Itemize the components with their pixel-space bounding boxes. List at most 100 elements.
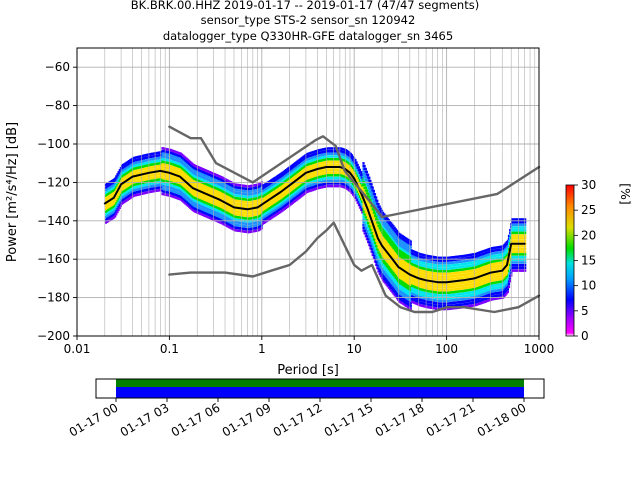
density-cell [137,193,140,196]
density-cell [394,230,397,234]
density-cell [371,210,374,214]
density-cell [189,166,192,169]
density-cell [291,198,295,202]
density-cell [394,228,397,231]
density-cell [287,172,290,175]
density-cell [125,161,128,164]
density-cell [413,250,416,253]
density-cell [253,184,256,187]
density-cell [176,154,179,157]
density-cell [214,176,217,179]
density-cell [171,152,174,155]
density-cell [388,279,392,283]
density-cell [405,269,408,273]
density-cell [400,280,403,283]
density-cell [405,250,408,254]
density-cell [310,173,313,176]
density-cell [384,233,387,236]
density-cell [367,221,370,225]
density-cell [148,153,151,156]
density-cell [230,227,233,230]
density-cell [238,229,241,233]
density-cell [112,186,116,189]
density-cell [133,159,136,162]
density-cell [320,170,323,173]
density-cell [371,226,374,230]
density-cell [289,178,292,182]
density-cell [200,210,203,213]
density-cell [283,204,286,208]
density-cell [388,277,392,280]
density-cell [377,221,380,225]
density-cell [219,207,222,211]
density-cell [220,211,223,214]
density-cell [250,217,253,220]
density-cell [423,294,426,297]
density-cell [184,172,187,176]
density-cell [268,215,271,218]
density-cell [228,212,231,215]
density-cell [379,237,382,240]
density-cell [248,190,251,193]
density-cell [157,189,161,192]
density-cell [371,191,374,195]
density-cell [296,187,299,190]
density-cell [308,165,311,169]
density-cell [115,175,118,178]
density-cell [258,217,261,221]
density-cell [184,197,187,200]
density-cell [176,151,179,154]
density-cell [153,152,156,155]
density-cell [189,176,192,180]
density-cell [219,175,222,178]
density-cell [136,156,139,159]
density-cell [171,195,174,198]
density-cell [361,187,364,190]
density-cell [123,184,126,187]
density-cell [238,221,241,225]
density-cell [387,246,390,249]
density-cell [253,221,256,225]
density-cell [268,207,271,210]
density-cell [197,182,200,185]
density-cell [174,182,177,186]
density-cell [377,229,380,233]
density-cell [376,256,379,259]
density-cell [285,190,288,193]
density-cell [123,200,126,204]
density-cell [361,205,364,209]
density-cell [178,192,181,195]
density-cell [281,201,284,204]
density-cell [237,208,240,211]
density-cell [308,184,311,187]
density-cell [402,295,405,298]
density-cell [387,259,390,262]
density-cell [252,221,255,225]
density-cell [320,156,323,159]
density-cell [331,176,334,180]
density-cell [174,180,177,183]
density-cell [215,192,218,196]
density-cell [369,225,372,228]
density-cell [422,275,425,278]
density-cell [420,301,423,304]
density-cell [123,187,126,190]
density-cell [151,176,154,180]
density-cell [228,201,231,205]
density-cell [383,218,386,221]
density-cell [376,221,379,224]
density-cell [117,192,120,195]
density-cell [367,232,370,236]
density-cell [235,221,238,224]
density-cell [400,282,403,286]
density-cell [181,199,184,202]
density-cell [268,180,271,183]
density-cell [377,254,380,257]
density-cell [199,199,202,202]
density-cell [310,165,313,168]
density-cell [127,173,131,176]
density-cell [194,205,198,208]
density-cell [253,186,256,190]
density-cell [412,301,415,304]
density-cell [392,292,395,295]
